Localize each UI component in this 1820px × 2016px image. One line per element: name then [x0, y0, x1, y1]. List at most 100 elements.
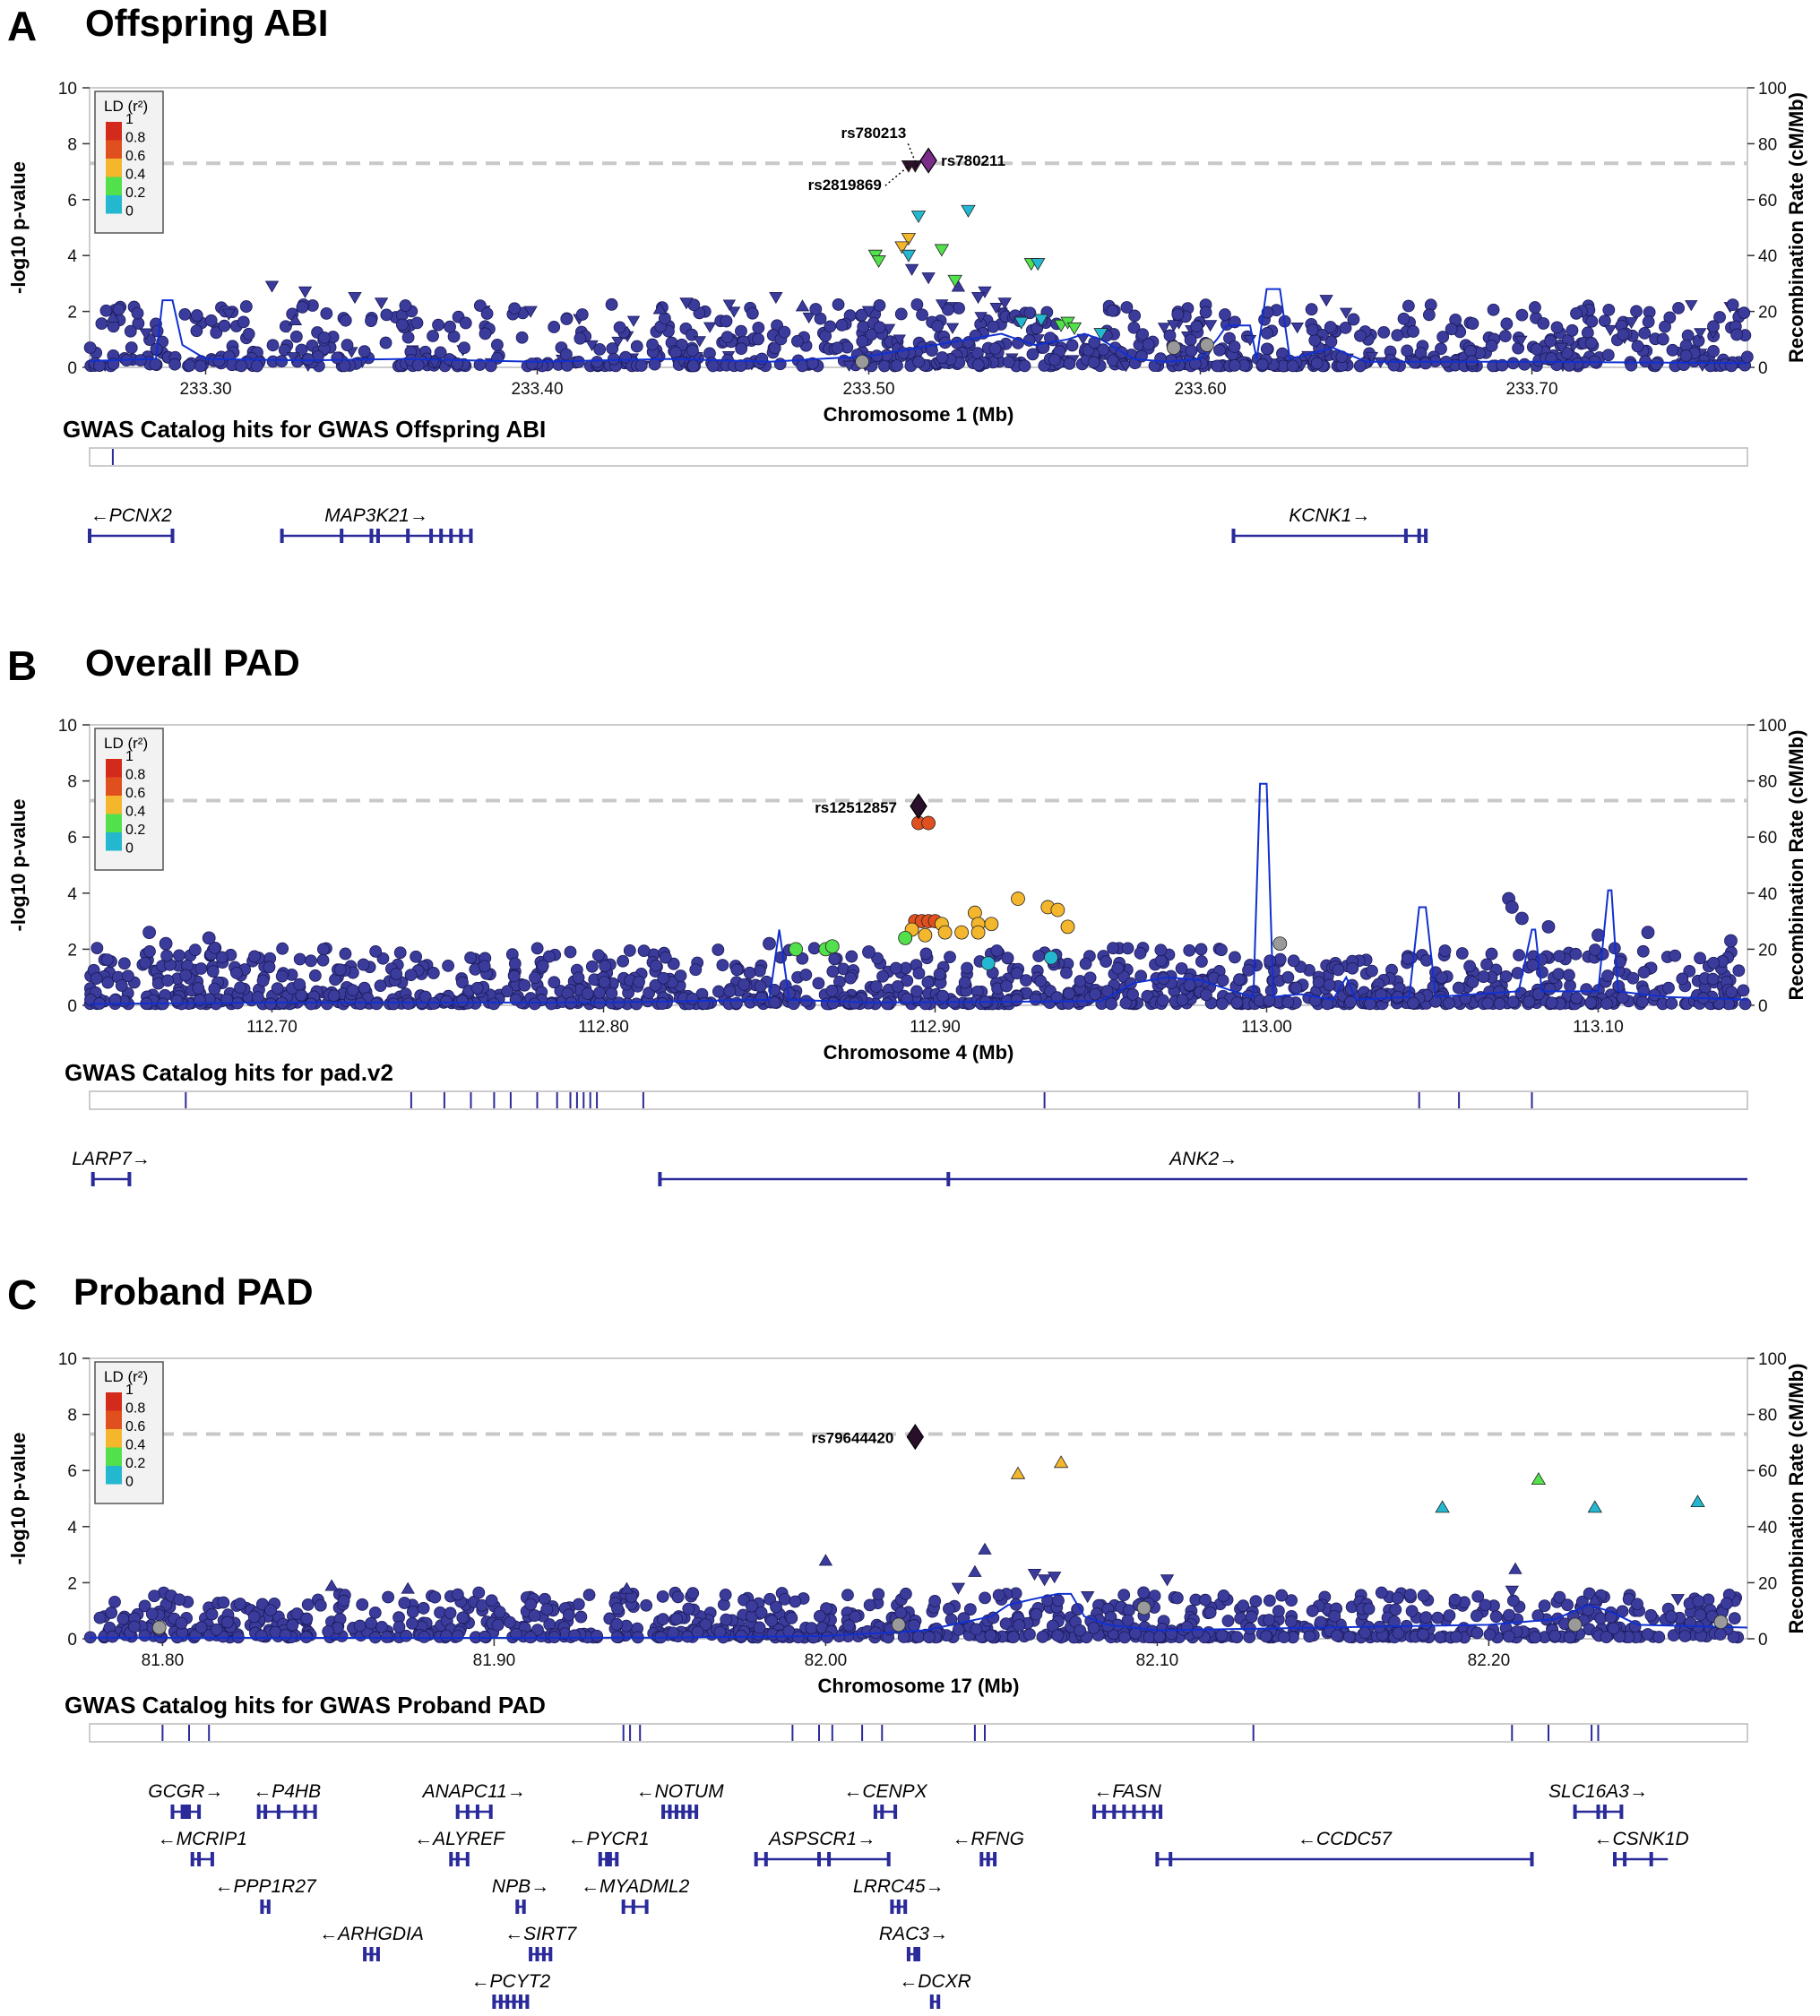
snp-point: [755, 991, 768, 1004]
gene-exon: [1573, 1805, 1577, 1819]
ld-snp-point: [984, 917, 999, 932]
gene: ←PCNX2: [88, 505, 175, 543]
annotation-leader: [884, 165, 910, 186]
snp-point: [106, 1630, 119, 1643]
snp-point: [737, 978, 751, 991]
snp-point: [1342, 1631, 1356, 1643]
snp-point: [745, 1599, 758, 1613]
y2-tick-label: 80: [1758, 1407, 1777, 1426]
snp-point: [1260, 342, 1273, 356]
snp-point: [451, 1629, 464, 1642]
snp-point: [289, 330, 303, 343]
snp-point: [891, 979, 904, 993]
snp-point: [1375, 1586, 1388, 1599]
snp-point: [1048, 353, 1061, 366]
snp-point: [1242, 963, 1255, 977]
snp-point: [753, 1621, 766, 1634]
x-tick-label: 81.90: [473, 1651, 516, 1670]
snp-point: [400, 1629, 413, 1642]
ld-snp-point: [980, 956, 996, 970]
snp-point: [1403, 1589, 1417, 1601]
ld-legend-swatch: [106, 1410, 122, 1429]
snp-point: [1128, 309, 1142, 323]
snp-point: [610, 1617, 624, 1631]
snp-point: [826, 965, 840, 978]
snp-point: [1190, 320, 1203, 333]
snp-point: [835, 318, 849, 332]
gene-exon: [187, 1805, 191, 1819]
y-axis-title: -log10 p-value: [7, 161, 30, 294]
snp-point: [1079, 957, 1092, 970]
ld-snp-point: [1044, 950, 1058, 965]
snp-point: [1506, 995, 1520, 1009]
snp-point: [1030, 1607, 1043, 1621]
ld-snp-point: [891, 1617, 906, 1633]
snp-point: [1154, 954, 1168, 968]
y-tick-label: 6: [67, 829, 77, 848]
snp-point: [358, 345, 371, 358]
snp-point: [1203, 1606, 1217, 1619]
ld-snp-point: [901, 249, 917, 263]
snp-point: [1553, 1590, 1566, 1604]
snp-point: [301, 1598, 315, 1611]
snp-point: [183, 358, 196, 372]
gene: ←CENPX: [843, 1781, 928, 1819]
snp-point: [1738, 306, 1751, 320]
gene-exon: [1132, 1805, 1136, 1819]
snp-point: [1163, 329, 1177, 342]
snp-point: [1480, 958, 1493, 971]
snp-point: [933, 968, 946, 981]
y-tick-label: 0: [67, 359, 77, 378]
snp-point: [953, 302, 965, 314]
snp-point: [440, 995, 453, 1008]
snp-point: [317, 331, 331, 344]
gene-label: ←SIRT7: [505, 1924, 577, 1944]
y-tick-label: 2: [67, 304, 77, 323]
snp-point: [765, 1615, 779, 1627]
snp-point: [504, 1615, 516, 1629]
snp-point: [105, 1607, 118, 1619]
snp-point: [699, 1618, 712, 1632]
snp-point: [1438, 944, 1452, 957]
snp-point: [1506, 1594, 1520, 1607]
snp-point: [575, 308, 589, 321]
snp-point: [235, 359, 248, 373]
snp-point: [548, 321, 561, 333]
snp-point: [1417, 1589, 1430, 1602]
snp-point: [1466, 317, 1479, 330]
x-tick-label: 112.90: [910, 1018, 961, 1037]
snp-point: [327, 989, 341, 1003]
snp-point: [142, 926, 157, 940]
snp-point: [1498, 330, 1512, 342]
snp-point: [148, 1590, 161, 1603]
gene-exon: [873, 1805, 877, 1819]
snp-point: [256, 974, 270, 987]
snp-point: [1391, 329, 1404, 342]
snp-point: [1545, 996, 1558, 1010]
snp-point: [374, 297, 389, 310]
snp-point: [1312, 976, 1325, 989]
ld-legend-label: 0.8: [125, 768, 145, 783]
snp-point: [387, 997, 401, 1011]
gene-exon: [903, 1900, 908, 1914]
snp-point: [686, 359, 700, 373]
snp-point: [1281, 995, 1295, 1009]
snp-point: [101, 976, 115, 989]
ld-legend-swatch: [106, 122, 122, 141]
plot-frame: [89, 724, 1748, 1006]
snp-point: [560, 313, 574, 325]
ld-snp-point: [1060, 919, 1075, 935]
snp-point: [479, 1630, 491, 1643]
ld-legend-label: 0.2: [125, 185, 145, 201]
snp-annotation-label: rs780213: [841, 125, 906, 142]
gene-label: ←FASN: [1093, 1781, 1161, 1802]
snp-point: [300, 1612, 314, 1625]
y2-tick-label: 20: [1758, 1574, 1777, 1593]
snp-point: [862, 945, 875, 959]
snp-point: [1485, 340, 1498, 352]
snp-point: [1518, 358, 1531, 371]
snp-point: [785, 1611, 798, 1624]
gene-exon: [631, 1900, 635, 1914]
snp-point: [706, 359, 720, 373]
ld-snp-point: [1053, 1455, 1069, 1469]
